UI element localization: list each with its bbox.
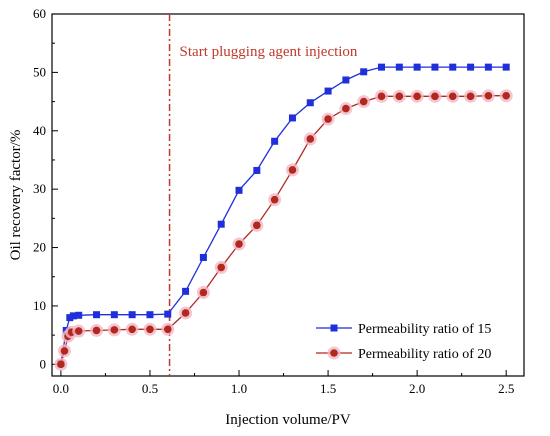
series-1-point <box>110 311 118 319</box>
series-2-point <box>288 166 297 174</box>
legend-marker-series-1 <box>330 324 338 332</box>
annotation-layer: Start plugging agent injection <box>168 14 358 376</box>
series-1-point <box>413 63 421 71</box>
series-1-point <box>271 137 279 145</box>
y-tick-label: 40 <box>33 123 46 138</box>
y-axis-title: Oil recovery factor/% <box>8 130 24 261</box>
series-1-point <box>306 99 314 107</box>
legend-marker-1 <box>330 324 338 332</box>
series-1-point <box>342 76 350 84</box>
series-1-point <box>235 186 243 194</box>
series-2-point <box>502 91 510 100</box>
series-1-point <box>75 311 83 319</box>
x-tick-label: 0.5 <box>142 381 158 396</box>
series-1 <box>57 63 510 368</box>
series-1-point <box>128 311 136 319</box>
series-1-point <box>253 166 261 174</box>
series-2 <box>54 89 513 371</box>
y-tick-label: 10 <box>33 298 46 313</box>
series-2-point <box>377 92 386 101</box>
series-2-point <box>253 221 261 230</box>
y-tick-label: 60 <box>33 6 46 21</box>
y-tick-label: 20 <box>33 240 46 255</box>
series-1-point <box>93 311 101 319</box>
series-2-point <box>413 92 421 101</box>
series-1-point <box>217 220 225 228</box>
series-2-point <box>60 347 69 355</box>
x-tick-label: 2.5 <box>498 381 514 396</box>
series-1-point <box>395 63 403 71</box>
series-2-point <box>270 195 279 204</box>
x-tick-label: 1.5 <box>320 381 336 396</box>
series-2-point <box>128 325 136 334</box>
series-1-line <box>60 66 507 364</box>
series-1-point <box>164 310 172 318</box>
x-axis-title: Injection volume/PV <box>225 412 351 428</box>
series-2-point <box>448 92 457 101</box>
series-1-point <box>288 114 296 122</box>
series-2-point <box>359 97 368 106</box>
legend-label-series-2: Permeability ratio of 20 <box>358 347 491 362</box>
series-2-point <box>306 135 315 143</box>
series-2-point <box>199 288 208 297</box>
series-1-point <box>467 63 475 71</box>
x-tick-label: 0.0 <box>53 381 69 396</box>
start-plugging-label: Start plugging agent injection <box>180 44 358 60</box>
series-1-point <box>502 63 510 71</box>
series-2-point <box>324 115 332 123</box>
y-tick-label: 0 <box>40 356 47 371</box>
series-2-point <box>163 325 172 334</box>
series-2-point <box>57 360 65 369</box>
series-2-point <box>342 104 350 113</box>
legend: Permeability ratio of 15 Permeability ra… <box>316 322 491 362</box>
series-1-point <box>66 314 74 322</box>
plot-frame <box>51 13 525 377</box>
y-tick-label: 30 <box>33 181 46 196</box>
series-2-point <box>395 92 404 101</box>
x-tick-label: 1.0 <box>231 381 247 396</box>
series-2-point <box>235 240 243 248</box>
x-tick-label: 2.0 <box>409 381 425 396</box>
series-2-point <box>146 325 154 334</box>
legend-marker-2 <box>330 349 338 357</box>
series-2-point <box>484 91 493 100</box>
series-1-point <box>69 312 77 320</box>
series-1-point <box>199 253 207 261</box>
series-2-point <box>74 327 83 335</box>
legend-label-series-1: Permeability ratio of 15 <box>358 322 491 337</box>
series-2-point <box>92 326 101 335</box>
series-1-point <box>146 311 154 319</box>
series-layer <box>54 63 513 371</box>
series-1-point <box>378 63 386 71</box>
series-2-point <box>181 309 190 317</box>
series-2-point <box>110 326 119 334</box>
series-2-point <box>217 263 226 272</box>
series-2-point <box>431 92 439 101</box>
series-1-point <box>484 63 492 71</box>
series-1-point <box>324 87 332 95</box>
series-1-point <box>360 68 368 76</box>
series-2-point <box>466 92 475 101</box>
series-1-point <box>449 63 457 71</box>
legend-marker-series-2 <box>327 346 341 360</box>
series-1-point <box>182 287 190 295</box>
y-tick-label: 50 <box>33 64 46 79</box>
series-1-point <box>431 63 439 71</box>
